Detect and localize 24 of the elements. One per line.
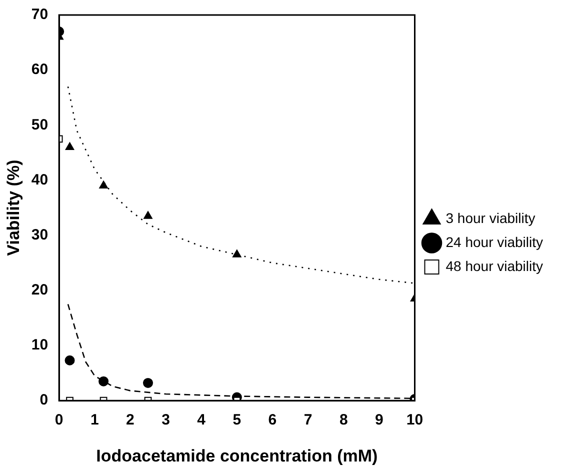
y-tick-label: 50: [31, 116, 48, 134]
x-tick-label: 10: [406, 412, 424, 429]
y-tick-label: 10: [31, 336, 48, 354]
legend-label: 24 hour viability: [446, 234, 544, 250]
x-tick-label: 6: [268, 412, 277, 429]
y-tick-label: 0: [40, 392, 48, 409]
y-tick-label: 60: [31, 61, 48, 78]
x-tick-label: 7: [304, 412, 312, 429]
y-tick-label: 30: [31, 226, 48, 244]
x-axis-title: Iodoacetamide concentration (mM): [96, 446, 378, 466]
y-axis-title: Viability (%): [4, 160, 23, 256]
x-tick-label: 1: [90, 412, 99, 429]
x-tick-label: 2: [126, 412, 134, 429]
x-tick-label: 0: [54, 412, 64, 429]
x-tick-label: 8: [339, 412, 348, 429]
legend-label: 48 hour viability: [446, 258, 544, 274]
x-tick-label: 4: [197, 412, 206, 429]
y-tick-label: 40: [31, 171, 48, 188]
legend-label: 3 hour viability: [446, 210, 536, 226]
x-tick-label: 5: [232, 412, 242, 429]
x-tick-label: 3: [162, 412, 170, 429]
x-tick-label: 9: [375, 412, 384, 429]
y-tick-label: 70: [31, 6, 48, 24]
y-tick-label: 20: [31, 282, 48, 299]
